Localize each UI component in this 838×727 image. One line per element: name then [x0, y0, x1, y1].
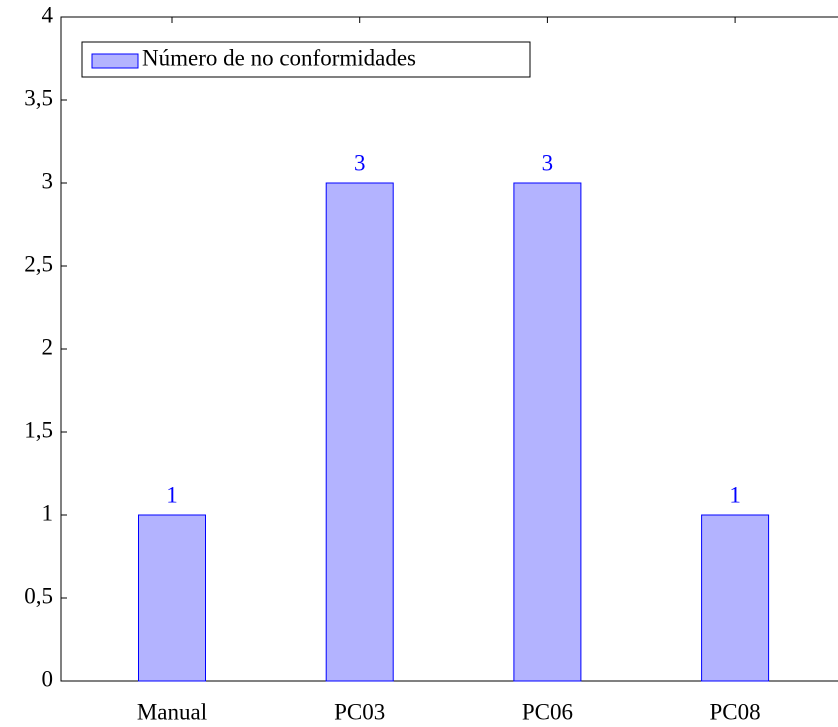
x-tick-label: PC06 — [522, 699, 573, 724]
y-tick-label: 1,5 — [24, 417, 53, 442]
legend-box — [81, 41, 531, 78]
x-tick-label: PC08 — [710, 699, 761, 724]
x-tick-label: Manual — [137, 699, 207, 724]
data-label: 1 — [729, 482, 741, 507]
bar — [138, 514, 206, 682]
legend-label: Número de no conformidades — [142, 45, 416, 70]
y-tick-label: 2,5 — [24, 251, 53, 276]
data-label: 1 — [166, 482, 178, 507]
bar — [701, 514, 770, 682]
y-tick-label: 4 — [42, 2, 54, 27]
data-label: 3 — [542, 150, 554, 175]
y-tick-label: 0,5 — [24, 583, 53, 608]
x-tick-label: PC03 — [334, 699, 385, 724]
y-tick-label: 3 — [42, 168, 54, 193]
bar — [513, 182, 582, 682]
legend-swatch — [91, 53, 139, 69]
y-tick-label: 3,5 — [24, 85, 53, 110]
y-tick-label: 0 — [42, 666, 54, 691]
data-label: 3 — [354, 150, 366, 175]
y-tick-label: 2 — [42, 334, 54, 359]
bar — [325, 182, 394, 682]
y-tick-label: 1 — [42, 500, 54, 525]
